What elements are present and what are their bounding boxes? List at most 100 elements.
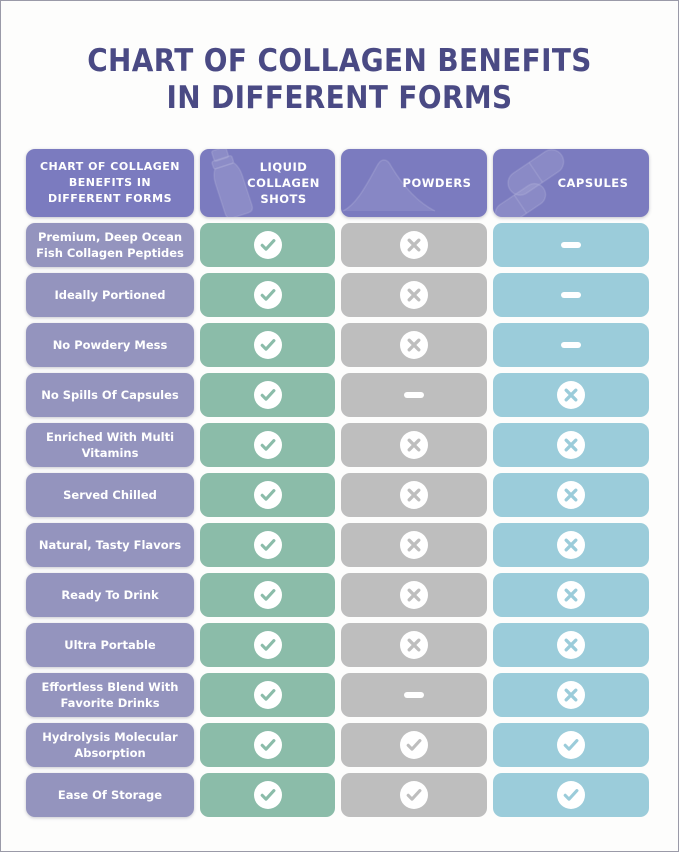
cross-icon bbox=[557, 381, 585, 409]
cell-liquid-check bbox=[200, 623, 335, 667]
row-feature-label: No Spills Of Capsules bbox=[26, 373, 194, 417]
table-row: Premium, Deep Ocean Fish Collagen Peptid… bbox=[26, 223, 655, 267]
cross-icon bbox=[557, 431, 585, 459]
cell-liquid-check bbox=[200, 323, 335, 367]
cell-liquid-check bbox=[200, 423, 335, 467]
cell-capsules-dash bbox=[493, 323, 649, 367]
header-label-capsules: Capsules bbox=[557, 176, 629, 190]
row-feature-label: Effortless Blend With Favorite Drinks bbox=[26, 673, 194, 717]
row-feature-label: Ready To Drink bbox=[26, 573, 194, 617]
cell-capsules-cross bbox=[493, 623, 649, 667]
page-title-line-2: In Different Forms bbox=[166, 80, 513, 116]
cell-liquid-check bbox=[200, 723, 335, 767]
row-feature-label: Premium, Deep Ocean Fish Collagen Peptid… bbox=[26, 223, 194, 267]
table-row: Enriched With Multi Vitamins bbox=[26, 423, 655, 467]
cross-icon bbox=[400, 231, 428, 259]
cell-capsules-dash bbox=[493, 273, 649, 317]
check-icon bbox=[253, 431, 282, 459]
cell-powders-cross bbox=[341, 223, 487, 267]
table-row: Hydrolysis Molecular Absorption bbox=[26, 723, 655, 767]
cell-powders-cross bbox=[341, 623, 487, 667]
cell-powders-dash bbox=[341, 673, 487, 717]
header-cell-liquid-collagen-shots: Liquid Collagen Shots bbox=[200, 149, 335, 217]
cell-liquid-check bbox=[200, 673, 335, 717]
table-row: No Spills Of Capsules bbox=[26, 373, 655, 417]
table-row: Ideally Portioned bbox=[26, 273, 655, 317]
page-title-line-1: Chart Of Collagen Benefits bbox=[87, 43, 592, 79]
cross-icon bbox=[557, 481, 585, 509]
cell-capsules-dash bbox=[493, 223, 649, 267]
check-icon bbox=[253, 681, 282, 709]
check-icon bbox=[253, 531, 282, 559]
check-icon bbox=[253, 231, 282, 259]
check-icon bbox=[253, 731, 282, 759]
cell-capsules-cross bbox=[493, 523, 649, 567]
header-corner-label: Chart Of Collagen Benefits In Different … bbox=[39, 160, 180, 205]
table-row: Natural, Tasty Flavors bbox=[26, 523, 655, 567]
cross-icon bbox=[557, 681, 585, 709]
cell-powders-check bbox=[341, 773, 487, 817]
cell-liquid-check bbox=[200, 223, 335, 267]
row-feature-label: Ease Of Storage bbox=[26, 773, 194, 817]
cell-capsules-cross bbox=[493, 423, 649, 467]
cross-icon bbox=[400, 531, 428, 559]
header-corner-cell: Chart Of Collagen Benefits In Different … bbox=[26, 149, 194, 217]
cell-liquid-check bbox=[200, 273, 335, 317]
check-icon bbox=[253, 631, 282, 659]
dash-icon bbox=[404, 692, 424, 698]
cell-capsules-cross bbox=[493, 673, 649, 717]
cell-powders-cross bbox=[341, 323, 487, 367]
row-feature-label: Enriched With Multi Vitamins bbox=[26, 423, 194, 467]
row-feature-label: Served Chilled bbox=[26, 473, 194, 517]
cross-icon bbox=[400, 331, 428, 359]
cell-powders-cross bbox=[341, 573, 487, 617]
header-label-liquid-collagen-shots: Liquid Collagen Shots bbox=[247, 160, 320, 206]
cell-powders-dash bbox=[341, 373, 487, 417]
cross-icon bbox=[400, 431, 428, 459]
header-cell-capsules: Capsules bbox=[493, 149, 649, 217]
benefits-comparison-table: Chart Of Collagen Benefits In Different … bbox=[26, 149, 655, 823]
check-icon bbox=[253, 481, 282, 509]
table-row: Ready To Drink bbox=[26, 573, 655, 617]
cross-icon bbox=[400, 581, 428, 609]
dash-icon bbox=[561, 242, 581, 248]
table-body: Premium, Deep Ocean Fish Collagen Peptid… bbox=[26, 223, 655, 817]
dash-icon bbox=[561, 292, 581, 298]
check-icon bbox=[557, 781, 585, 809]
check-icon bbox=[557, 731, 585, 759]
table-row: Ultra Portable bbox=[26, 623, 655, 667]
cell-capsules-cross bbox=[493, 373, 649, 417]
check-icon bbox=[253, 331, 282, 359]
cell-capsules-cross bbox=[493, 573, 649, 617]
check-icon bbox=[253, 281, 282, 309]
cell-capsules-cross bbox=[493, 473, 649, 517]
check-icon bbox=[400, 781, 428, 809]
check-icon bbox=[253, 381, 282, 409]
cell-liquid-check bbox=[200, 473, 335, 517]
row-feature-label: Ideally Portioned bbox=[26, 273, 194, 317]
cell-powders-check bbox=[341, 723, 487, 767]
cross-icon bbox=[557, 631, 585, 659]
cross-icon bbox=[400, 631, 428, 659]
table-row: No Powdery Mess bbox=[26, 323, 655, 367]
cross-icon bbox=[400, 281, 428, 309]
row-feature-label: Hydrolysis Molecular Absorption bbox=[26, 723, 194, 767]
cell-powders-cross bbox=[341, 273, 487, 317]
row-feature-label: No Powdery Mess bbox=[26, 323, 194, 367]
page-title: Chart Of Collagen Benefits In Different … bbox=[1, 1, 678, 117]
cell-powders-cross bbox=[341, 423, 487, 467]
cell-powders-cross bbox=[341, 473, 487, 517]
header-cell-powders: Powders bbox=[341, 149, 487, 217]
check-icon bbox=[253, 781, 282, 809]
cell-capsules-check bbox=[493, 723, 649, 767]
cell-powders-cross bbox=[341, 523, 487, 567]
cell-liquid-check bbox=[200, 373, 335, 417]
cell-liquid-check bbox=[200, 573, 335, 617]
row-feature-label: Ultra Portable bbox=[26, 623, 194, 667]
row-feature-label: Natural, Tasty Flavors bbox=[26, 523, 194, 567]
dash-icon bbox=[561, 342, 581, 348]
header-label-powders: Powders bbox=[402, 176, 472, 190]
cell-liquid-check bbox=[200, 773, 335, 817]
cell-liquid-check bbox=[200, 523, 335, 567]
